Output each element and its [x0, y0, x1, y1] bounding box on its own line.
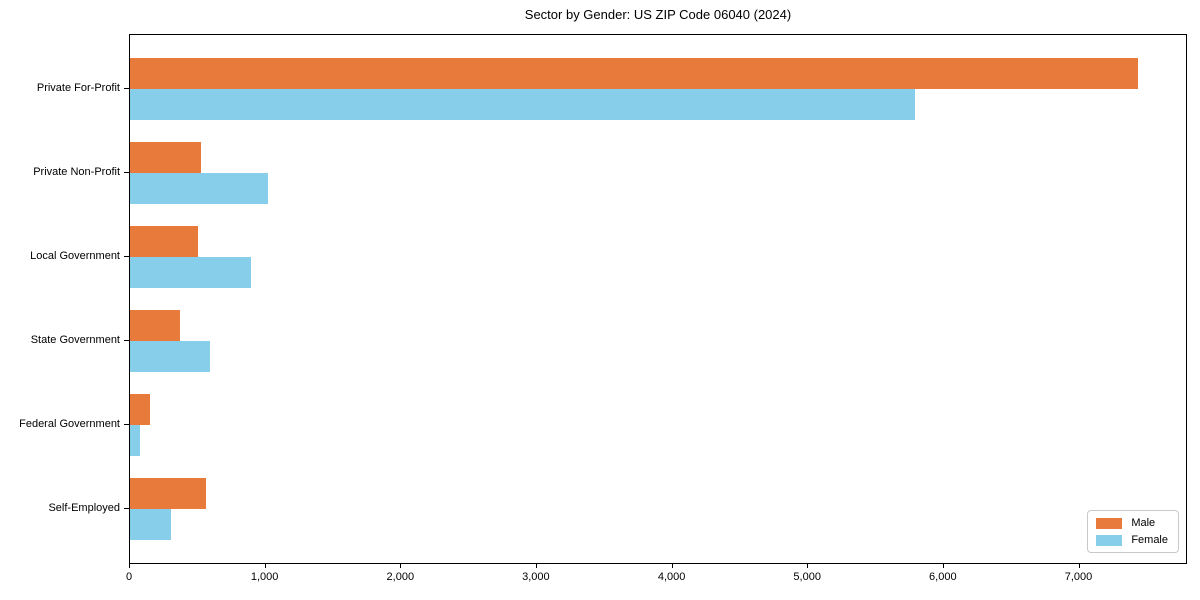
y-axis-label-2: Local Government [30, 250, 120, 262]
legend-label-male: Male [1131, 517, 1156, 529]
x-tick-mark [942, 564, 944, 568]
x-tick-mark [671, 564, 673, 568]
x-tick-label-2: 2,000 [386, 571, 415, 583]
chart-title: Sector by Gender: US ZIP Code 06040 (202… [524, 7, 792, 22]
y-axis-label-5: Self-Employed [48, 502, 120, 514]
x-tick-label-6: 6,000 [929, 571, 957, 583]
bar-female-0 [130, 89, 916, 120]
bar-male-3 [130, 310, 181, 341]
y-tick-mark [124, 88, 129, 89]
y-axis-label-4: Federal Government [19, 418, 120, 430]
bar-female-5 [130, 509, 171, 540]
y-tick-mark [124, 340, 129, 341]
x-tick-label-0: 0 [125, 571, 133, 583]
y-axis-label-1: Private Non-Profit [33, 166, 120, 178]
y-tick-mark [124, 508, 129, 509]
x-tick-label-4: 4,000 [657, 571, 686, 583]
bar-male-1 [130, 142, 201, 173]
x-tick-mark [264, 564, 266, 568]
bar-male-0 [130, 58, 1138, 89]
y-axis-label-3: State Government [30, 334, 120, 346]
bar-male-4 [130, 394, 151, 425]
x-tick-mark [129, 564, 130, 568]
legend-swatch-female [1096, 534, 1123, 546]
plot-area: Male Female [129, 34, 1187, 564]
x-tick-mark [1078, 564, 1080, 568]
y-tick-mark [124, 172, 129, 173]
legend-entry-male: Male [1096, 517, 1168, 529]
x-tick-mark [400, 564, 402, 568]
x-tick-label-3: 3,000 [522, 571, 550, 583]
y-axis-label-0: Private For-Profit [36, 82, 120, 94]
bar-female-4 [130, 425, 141, 456]
x-tick-label-5: 5,000 [793, 571, 821, 583]
legend-label-female: Female [1131, 534, 1168, 546]
bar-male-5 [130, 478, 206, 509]
bar-male-2 [130, 226, 198, 257]
x-tick-label-7: 7,000 [1064, 571, 1093, 583]
x-tick-mark [535, 564, 537, 568]
bar-female-1 [130, 173, 269, 204]
legend: Male Female [1087, 510, 1179, 553]
y-tick-mark [124, 256, 129, 257]
x-tick-label-1: 1,000 [250, 571, 279, 583]
bar-female-2 [130, 257, 251, 288]
legend-entry-female: Female [1096, 534, 1168, 546]
x-tick-mark [807, 564, 809, 568]
y-tick-mark [124, 424, 129, 425]
legend-swatch-male [1096, 517, 1123, 529]
bar-female-3 [130, 341, 210, 372]
